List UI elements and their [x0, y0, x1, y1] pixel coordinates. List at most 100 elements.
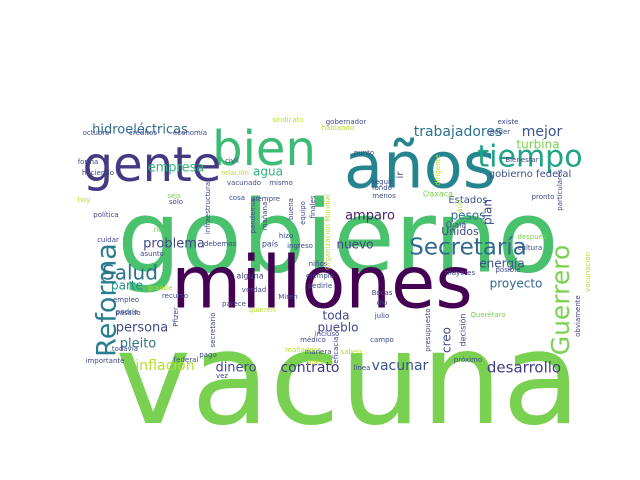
word-pfizer: Pfizer — [172, 307, 180, 327]
word-ninos: niños — [309, 260, 328, 268]
word-posible: posible — [495, 266, 520, 274]
word-dio: dio — [377, 299, 388, 307]
word-haciendo: haciendo — [82, 169, 114, 177]
word-secretario: secretario — [209, 313, 217, 348]
word-hoy: hoy — [78, 196, 91, 204]
word-grande: grande — [148, 284, 173, 292]
word-inflacion: inflación — [135, 358, 194, 374]
word-linea: línea — [354, 364, 371, 372]
word-cuidar: cuidar — [97, 236, 119, 244]
word-hizo: hizo — [279, 232, 293, 240]
word-buena: buena — [287, 198, 295, 220]
word-mejor: mejor — [522, 124, 563, 140]
word-vacunar: vacunar — [372, 358, 429, 374]
word-organizacion-mundial: Organización Mundial — [324, 194, 332, 270]
word-vez: vez — [216, 372, 228, 380]
word-pago: pago — [199, 351, 216, 359]
word-relacion: relación — [221, 169, 249, 177]
word-presupuesto: presupuesto — [424, 308, 432, 351]
word-alguna: alguna — [236, 272, 263, 281]
word-mayores: mayores — [445, 269, 476, 277]
word-hidroelectricas: hidroeléctricas — [92, 123, 188, 138]
word-mananera: mañanera — [285, 346, 321, 354]
word-creditos: créditos — [129, 129, 157, 137]
word-pesos: pesos — [451, 209, 486, 223]
word-manana: mañana — [261, 202, 269, 231]
word-gobernador: gobernador — [326, 118, 367, 126]
word-sindicato: sindicato — [272, 116, 304, 124]
word-hablando: hablando — [322, 124, 355, 132]
word-manera: manera — [304, 348, 331, 356]
word-mismo: mismo — [269, 179, 293, 187]
word-medico: médico — [300, 336, 326, 344]
word-pueden: pueden — [307, 358, 333, 366]
word-obviamente: obviamente — [574, 295, 582, 337]
word-secretaria: Secretaría — [409, 235, 527, 261]
word-oaxaca: Oaxaca — [423, 190, 453, 199]
word-pedirle: pedirle — [308, 282, 332, 290]
word-empresa: empresa — [148, 161, 205, 176]
word-campo: campo — [370, 336, 394, 344]
word-todavia: todavía — [112, 345, 138, 353]
word-debemos: debemos — [204, 240, 237, 248]
word-reforma: Reforma — [92, 243, 123, 357]
word-seis: seis — [167, 192, 181, 200]
word-punto: punto — [354, 149, 374, 157]
word-salud: Salud — [102, 261, 158, 285]
word-quieren: quieren — [249, 306, 276, 314]
word-recurso: recurso — [162, 292, 188, 300]
word-toda: toda — [322, 309, 349, 323]
word-julio: julio — [374, 312, 390, 320]
word-ir: ir — [395, 171, 406, 179]
word-bienestar: Bienestar — [505, 156, 538, 164]
word-tiempo: tiempo — [477, 140, 582, 175]
word-trabajadores: trabajadores — [414, 124, 503, 140]
word-saben: saben — [340, 348, 361, 356]
word-pasado: pasado — [115, 309, 140, 317]
word-proyecto: proyecto — [490, 277, 543, 291]
word-importante: importante — [86, 357, 125, 365]
word-nuevo: nuevo — [336, 238, 373, 252]
word-millones: millones — [171, 241, 473, 325]
word-bocas: Bocas — [372, 289, 393, 297]
word-eficacia: eficacia — [332, 337, 340, 364]
word-guerrero: Guerrero — [546, 245, 575, 356]
word-civil: civil — [225, 157, 239, 165]
word-dirigente: dirigente — [434, 154, 442, 185]
word-existe: existe — [498, 118, 519, 126]
word-cultura: cultura — [518, 244, 543, 252]
word-vacunado: vacunado — [227, 179, 261, 187]
word-incluso: incluso — [315, 330, 340, 338]
word-seguir: seguir — [371, 178, 393, 186]
word-desarrollo: desarrollo — [487, 359, 561, 377]
word-solo: sólo — [169, 198, 183, 206]
word-siempre: siempre — [252, 195, 280, 203]
word-vacunacion: vacunación — [584, 252, 592, 292]
word-cosa: cosa — [229, 194, 245, 202]
word-queretaro: Querétaro — [470, 311, 505, 319]
word-anos: años — [344, 130, 496, 204]
word-pleito: pleito — [120, 337, 157, 352]
word-agua: agua — [253, 165, 283, 179]
word-equipo: equipo — [299, 201, 307, 225]
word-particulares: particulares — [556, 169, 564, 211]
word-forma: forma — [78, 158, 99, 166]
word-pronto: pronto — [532, 193, 555, 201]
word-gente: gente — [83, 137, 222, 193]
word-ojala: Ojalá — [446, 221, 467, 230]
word-menos: menos — [372, 192, 396, 200]
word-asunto: asunto — [140, 250, 164, 258]
word-problema: problema — [143, 237, 205, 252]
word-gobierno: gobierno — [117, 178, 558, 295]
word-turbina: turbina — [516, 138, 559, 152]
word-estados: Estados — [448, 195, 487, 206]
word-persona: persona — [116, 321, 169, 336]
word-pandemia: pandemia — [249, 199, 257, 234]
word-verdad: verdad — [242, 286, 266, 294]
word-dinero: dinero — [215, 361, 256, 376]
word-empleo: empleo — [113, 296, 139, 304]
word-despues: después — [517, 233, 547, 241]
word-federal: federal — [174, 356, 199, 364]
word-contrato: contrato — [280, 360, 339, 376]
word-miren: Miren — [278, 293, 297, 301]
